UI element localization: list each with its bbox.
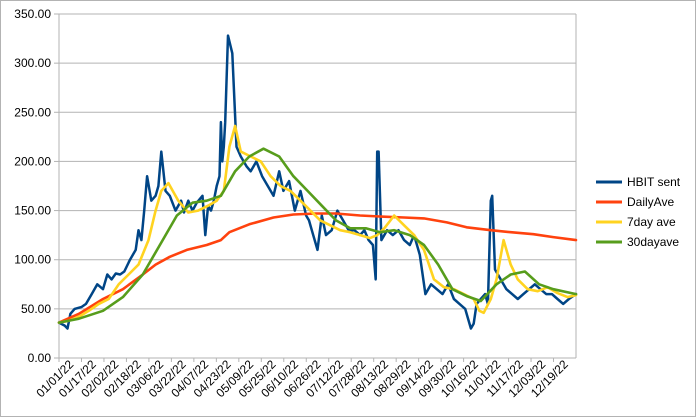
y-tick-label: 200.00 — [14, 154, 51, 168]
series-line-7day-ave — [57, 124, 578, 324]
legend-label-7day-ave: 7day ave — [627, 215, 676, 229]
y-tick-label: 300.00 — [14, 56, 51, 70]
y-axis-tick-labels: 0.00 50.00 100.00 150.00 200.00 250.00 300.00 3… — [14, 7, 51, 365]
series-line-hbit-sent — [57, 34, 578, 330]
legend-label-30dayave: 30dayave — [627, 235, 679, 249]
y-tick-label: 350.00 — [14, 7, 51, 21]
y-tick-label: 0.00 — [28, 351, 52, 365]
series-lines — [57, 34, 578, 330]
legend-label-dailyave: DailyAve — [627, 195, 674, 209]
series-line-dailyave — [57, 212, 578, 324]
gridlines — [54, 13, 577, 362]
y-tick-label: 250.00 — [14, 105, 51, 119]
x-axis-tick-labels: 01/01/2201/17/2202/02/2202/18/2203/06/22… — [33, 357, 571, 400]
y-tick-label: 100.00 — [14, 253, 51, 267]
y-tick-label: 150.00 — [14, 204, 51, 218]
series-line-30dayave — [57, 147, 578, 324]
legend: HBIT sent DailyAve 7day ave 30dayave — [596, 175, 681, 249]
legend-label-hbit-sent: HBIT sent — [627, 175, 681, 189]
y-tick-label: 50.00 — [21, 302, 51, 316]
